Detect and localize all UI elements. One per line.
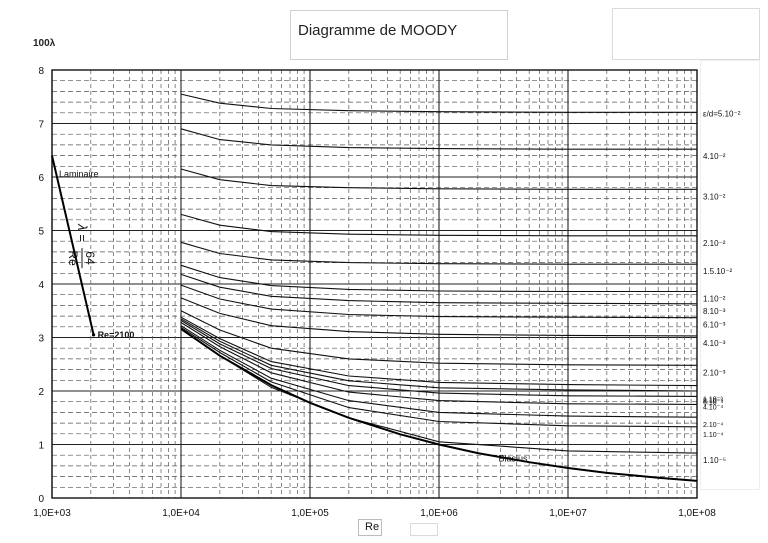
curve-label: 4.10⁻³: [703, 339, 726, 348]
chart-title: Diagramme de MOODY: [298, 22, 458, 39]
x-tick-label: 1,0E+04: [162, 508, 200, 519]
y-tick-label: 0: [38, 494, 44, 505]
curve-label: 8.10⁻⁴: [703, 398, 723, 405]
curve-label: 2.10⁻²: [703, 239, 726, 248]
roughness-curve: [180, 326, 698, 428]
curve-label: 2.10⁻⁴: [703, 422, 723, 429]
y-tick-label: 4: [38, 280, 44, 291]
curve-label: 1.10⁻²: [703, 294, 726, 303]
formula-denominator: Re: [66, 250, 80, 266]
roughness-curve: [180, 297, 698, 337]
y-axis-label: 100λ: [33, 38, 56, 49]
curve-label: 8.10⁻³: [703, 307, 726, 316]
curve-label: 6.10⁻³: [703, 321, 726, 330]
blasius-curve: [180, 328, 698, 482]
roughness-curve: [180, 168, 697, 190]
tick-labels: 0 1 2 3 4 5 6 7 8 1,0E+03 1,0E+04 1,0E+05 1,0E+06 1,0…: [33, 66, 716, 519]
roughness-curve: [180, 128, 697, 150]
curve-label: 1.10⁻⁴: [703, 432, 723, 439]
blasius-label: Blasius: [499, 454, 529, 464]
roughness-curve: [180, 316, 698, 387]
plot-border: [51, 69, 698, 499]
x-tick-label: 1,0E+06: [420, 508, 458, 519]
roughness-curve: [180, 319, 698, 397]
curve-label: 4.10⁻⁴: [703, 404, 723, 411]
scan-artifact-box: [410, 523, 438, 536]
y-tick-label: 3: [38, 334, 44, 345]
curve-label: 1.10⁻⁵: [703, 456, 726, 465]
curve-label: ε/d=5.10⁻²: [703, 109, 741, 118]
roughness-curve: [180, 318, 698, 392]
y-tick-label: 1: [38, 441, 44, 452]
x-axis-label: Re: [365, 521, 380, 533]
roughness-curve: [180, 264, 697, 293]
grid: [51, 69, 697, 499]
curve-label: 3.10⁻²: [703, 192, 726, 201]
roughness-curve: [180, 241, 697, 265]
x-label-box: [358, 519, 382, 536]
x-tick-label: 1,0E+08: [678, 508, 716, 519]
formula-numerator: 64: [83, 251, 97, 265]
plot-frame: [51, 69, 698, 499]
laminar-label: Laminaire: [59, 169, 99, 179]
scan-artifact-box: [700, 60, 760, 490]
laminar-line: [51, 155, 95, 336]
roughness-curve: [180, 273, 698, 305]
x-tick-label: 1,0E+05: [291, 508, 329, 519]
scan-artifact-box: [612, 8, 760, 60]
roughness-curve: [180, 284, 698, 319]
curve-label: 1.5.10⁻²: [703, 267, 732, 276]
roughness-curve: [180, 310, 698, 366]
y-tick-label: 6: [38, 173, 44, 184]
formula-lhs: λ =: [75, 223, 90, 242]
y-tick-label: 5: [38, 227, 44, 238]
curve-label: 1.10⁻³: [703, 397, 723, 404]
curve-label: 2.10⁻³: [703, 368, 726, 377]
roughness-curve: [180, 213, 697, 237]
x-tick-label: 1,0E+07: [549, 508, 587, 519]
y-tick-label: 2: [38, 387, 44, 398]
curve-label: 6.10⁻⁴: [703, 399, 723, 406]
annotations: ε/d=5.10⁻² 4.10⁻² 3.10⁻² 2.10⁻² 1.5.10⁻² 1.10…: [59, 109, 741, 465]
y-tick-label: 7: [38, 120, 44, 131]
y-tick-label: 8: [38, 66, 44, 77]
curves: [51, 93, 698, 482]
title-box: [290, 10, 508, 60]
roughness-curve: [180, 93, 697, 113]
roughness-curve: [180, 325, 698, 418]
x-tick-label: 1,0E+03: [33, 508, 71, 519]
curve-label: 4.10⁻²: [703, 152, 726, 161]
roughness-curve: [180, 322, 698, 405]
transition-point: [91, 333, 96, 337]
transition-label: Re=2100: [98, 330, 135, 340]
